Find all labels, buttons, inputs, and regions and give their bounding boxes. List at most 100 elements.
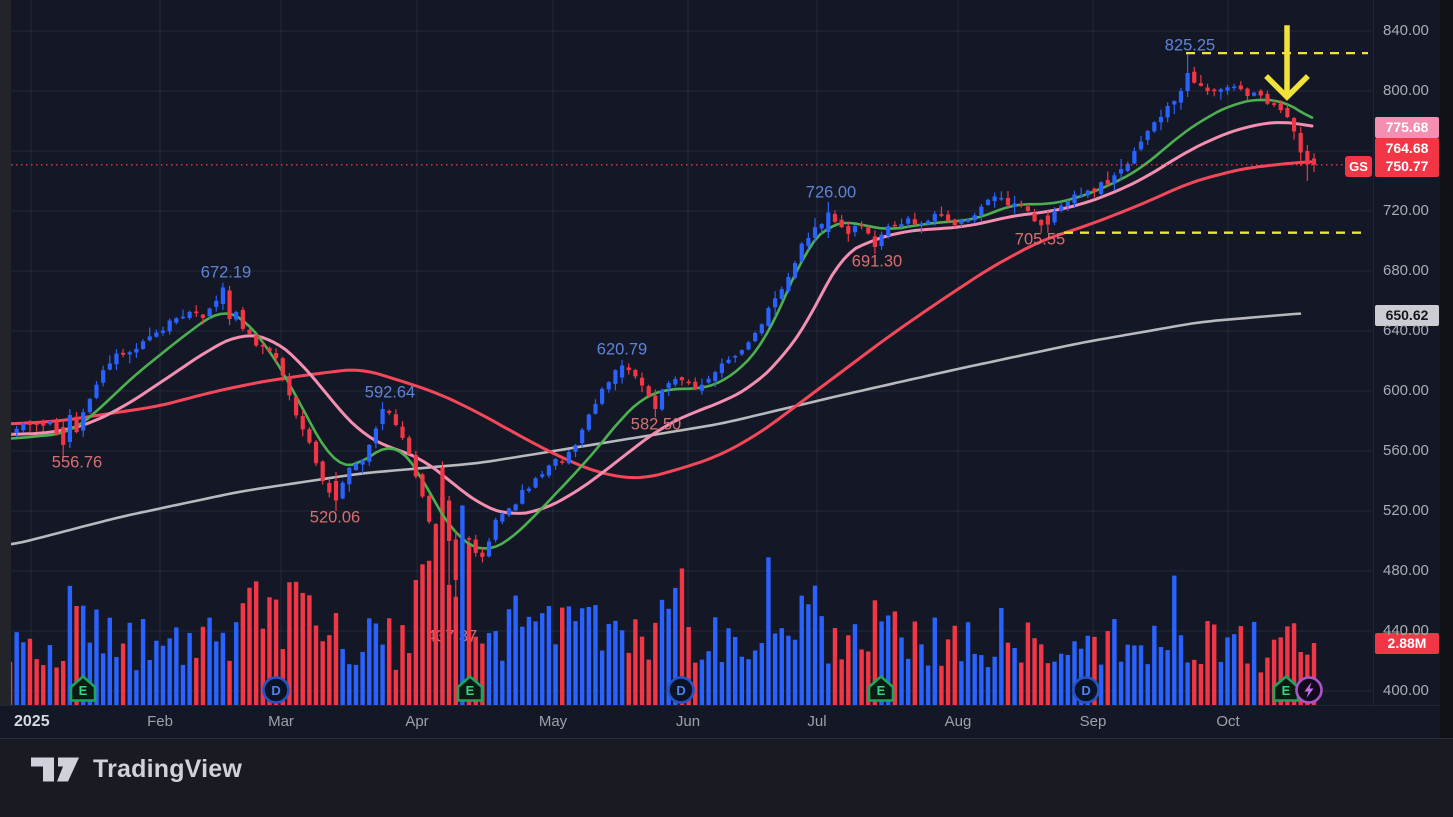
- price-annotation: 672.19: [201, 263, 251, 281]
- ma-long-value-badge: 650.62: [1375, 305, 1439, 326]
- svg-text:D: D: [1081, 683, 1090, 698]
- volume-bar: [1045, 663, 1051, 705]
- earnings-marker[interactable]: E: [69, 675, 97, 702]
- ma-value-badge: 764.68: [1375, 138, 1439, 159]
- candle-body: [61, 427, 66, 445]
- volume-bar: [699, 659, 705, 705]
- volume-bar: [253, 581, 259, 705]
- dividend-marker[interactable]: D: [262, 676, 290, 704]
- candle-body: [373, 428, 379, 444]
- candle-body: [972, 215, 977, 221]
- earnings-marker[interactable]: E: [867, 675, 895, 702]
- candle-body: [852, 225, 858, 233]
- candle-body: [619, 365, 625, 378]
- volume-bar: [759, 643, 765, 705]
- volume-bar: [406, 653, 412, 705]
- candle-body: [254, 335, 259, 346]
- date-axis[interactable]: 2025 Feb Mar Apr May Jun Jul Aug Sep Oct: [0, 705, 1440, 739]
- volume-bar: [599, 650, 605, 705]
- candle-body: [673, 379, 678, 385]
- volume-bar: [892, 611, 898, 705]
- volume-bar: [1092, 636, 1097, 705]
- volume-bar: [613, 620, 618, 705]
- candle-body: [220, 287, 225, 304]
- candle-body: [733, 355, 738, 358]
- volume-bar: [1265, 657, 1270, 705]
- badge-label: 750.77: [1385, 158, 1429, 174]
- price-tick: 480.00: [1383, 562, 1429, 579]
- candle-body: [320, 461, 325, 482]
- volume-bar: [114, 657, 119, 705]
- volume-bar: [919, 644, 924, 705]
- price-tick: 520.00: [1383, 502, 1429, 519]
- candle-body: [759, 324, 764, 334]
- down-arrow-icon[interactable]: [1264, 25, 1310, 101]
- candle-body: [866, 227, 871, 234]
- candle-body: [313, 441, 319, 464]
- power-marker-icon[interactable]: [1295, 676, 1323, 704]
- volume-bar: [1165, 650, 1170, 705]
- candle-body: [766, 308, 771, 326]
- candle-body: [360, 459, 365, 465]
- price-tick: 640.00: [1383, 322, 1429, 339]
- volume-bar: [453, 596, 458, 705]
- volume-bar: [999, 607, 1004, 705]
- candle-body: [786, 276, 791, 292]
- earnings-marker[interactable]: E: [456, 675, 484, 702]
- volume-bar: [160, 645, 166, 705]
- volume-bar: [1178, 635, 1184, 705]
- volume-bar: [373, 623, 379, 705]
- volume-bar: [513, 595, 518, 705]
- candle-body: [1072, 194, 1077, 204]
- candle-body: [719, 363, 724, 374]
- candle-body: [1085, 190, 1090, 196]
- candle-body: [486, 541, 492, 557]
- volume-bar: [1271, 639, 1277, 705]
- volume-bar: [653, 622, 658, 705]
- candle-body: [1192, 71, 1197, 83]
- volume-bar: [752, 650, 758, 705]
- volume-bar: [174, 627, 179, 705]
- volume-bar: [619, 630, 625, 705]
- candle-body: [14, 428, 19, 433]
- tradingview-logo[interactable]: TradingView: [30, 755, 242, 784]
- candle-body: [307, 429, 312, 443]
- candle-body: [427, 495, 432, 522]
- candle-body: [846, 226, 851, 234]
- candle-body: [400, 426, 405, 438]
- candle-body: [580, 429, 585, 444]
- candle-body: [899, 224, 904, 227]
- volume-bar: [466, 543, 472, 705]
- month-label: Jun: [675, 713, 701, 730]
- volume-bar: [41, 665, 46, 705]
- volume-bar: [639, 636, 645, 705]
- volume-bar: [353, 664, 359, 705]
- price-axis[interactable]: 775.68 764.68 750.77 650.62 2.88M 840.00…: [1373, 0, 1441, 738]
- volume-bar: [240, 603, 246, 705]
- price-annotation: 592.64: [365, 383, 415, 401]
- month-label: Jul: [807, 713, 827, 730]
- candle-body: [1232, 86, 1237, 89]
- volume-bar: [886, 615, 891, 705]
- price-annotation: 705.55: [1015, 230, 1065, 248]
- candle-body: [274, 352, 279, 358]
- chart-pane[interactable]: 437.37 825.25 726.00 705.55 691.30 672.19 620.…: [0, 0, 1373, 738]
- dividend-marker[interactable]: D: [667, 676, 695, 704]
- volume-bar: [74, 605, 79, 705]
- candle-body: [639, 377, 645, 386]
- candle-body: [726, 359, 731, 364]
- candle-body: [819, 224, 824, 229]
- volume-bar: [486, 633, 492, 705]
- price-tick: 560.00: [1383, 442, 1429, 459]
- volume-bar: [413, 579, 419, 705]
- volume-bar: [746, 659, 751, 705]
- candle-body: [194, 311, 199, 314]
- candle-body: [327, 483, 332, 493]
- candle-body: [460, 536, 465, 577]
- candle-body: [693, 381, 698, 390]
- candle-body: [872, 236, 878, 247]
- price-annotation: 582.50: [631, 415, 681, 433]
- candle-body: [506, 508, 512, 516]
- candle-body: [1005, 197, 1011, 206]
- dividend-marker[interactable]: D: [1072, 676, 1100, 704]
